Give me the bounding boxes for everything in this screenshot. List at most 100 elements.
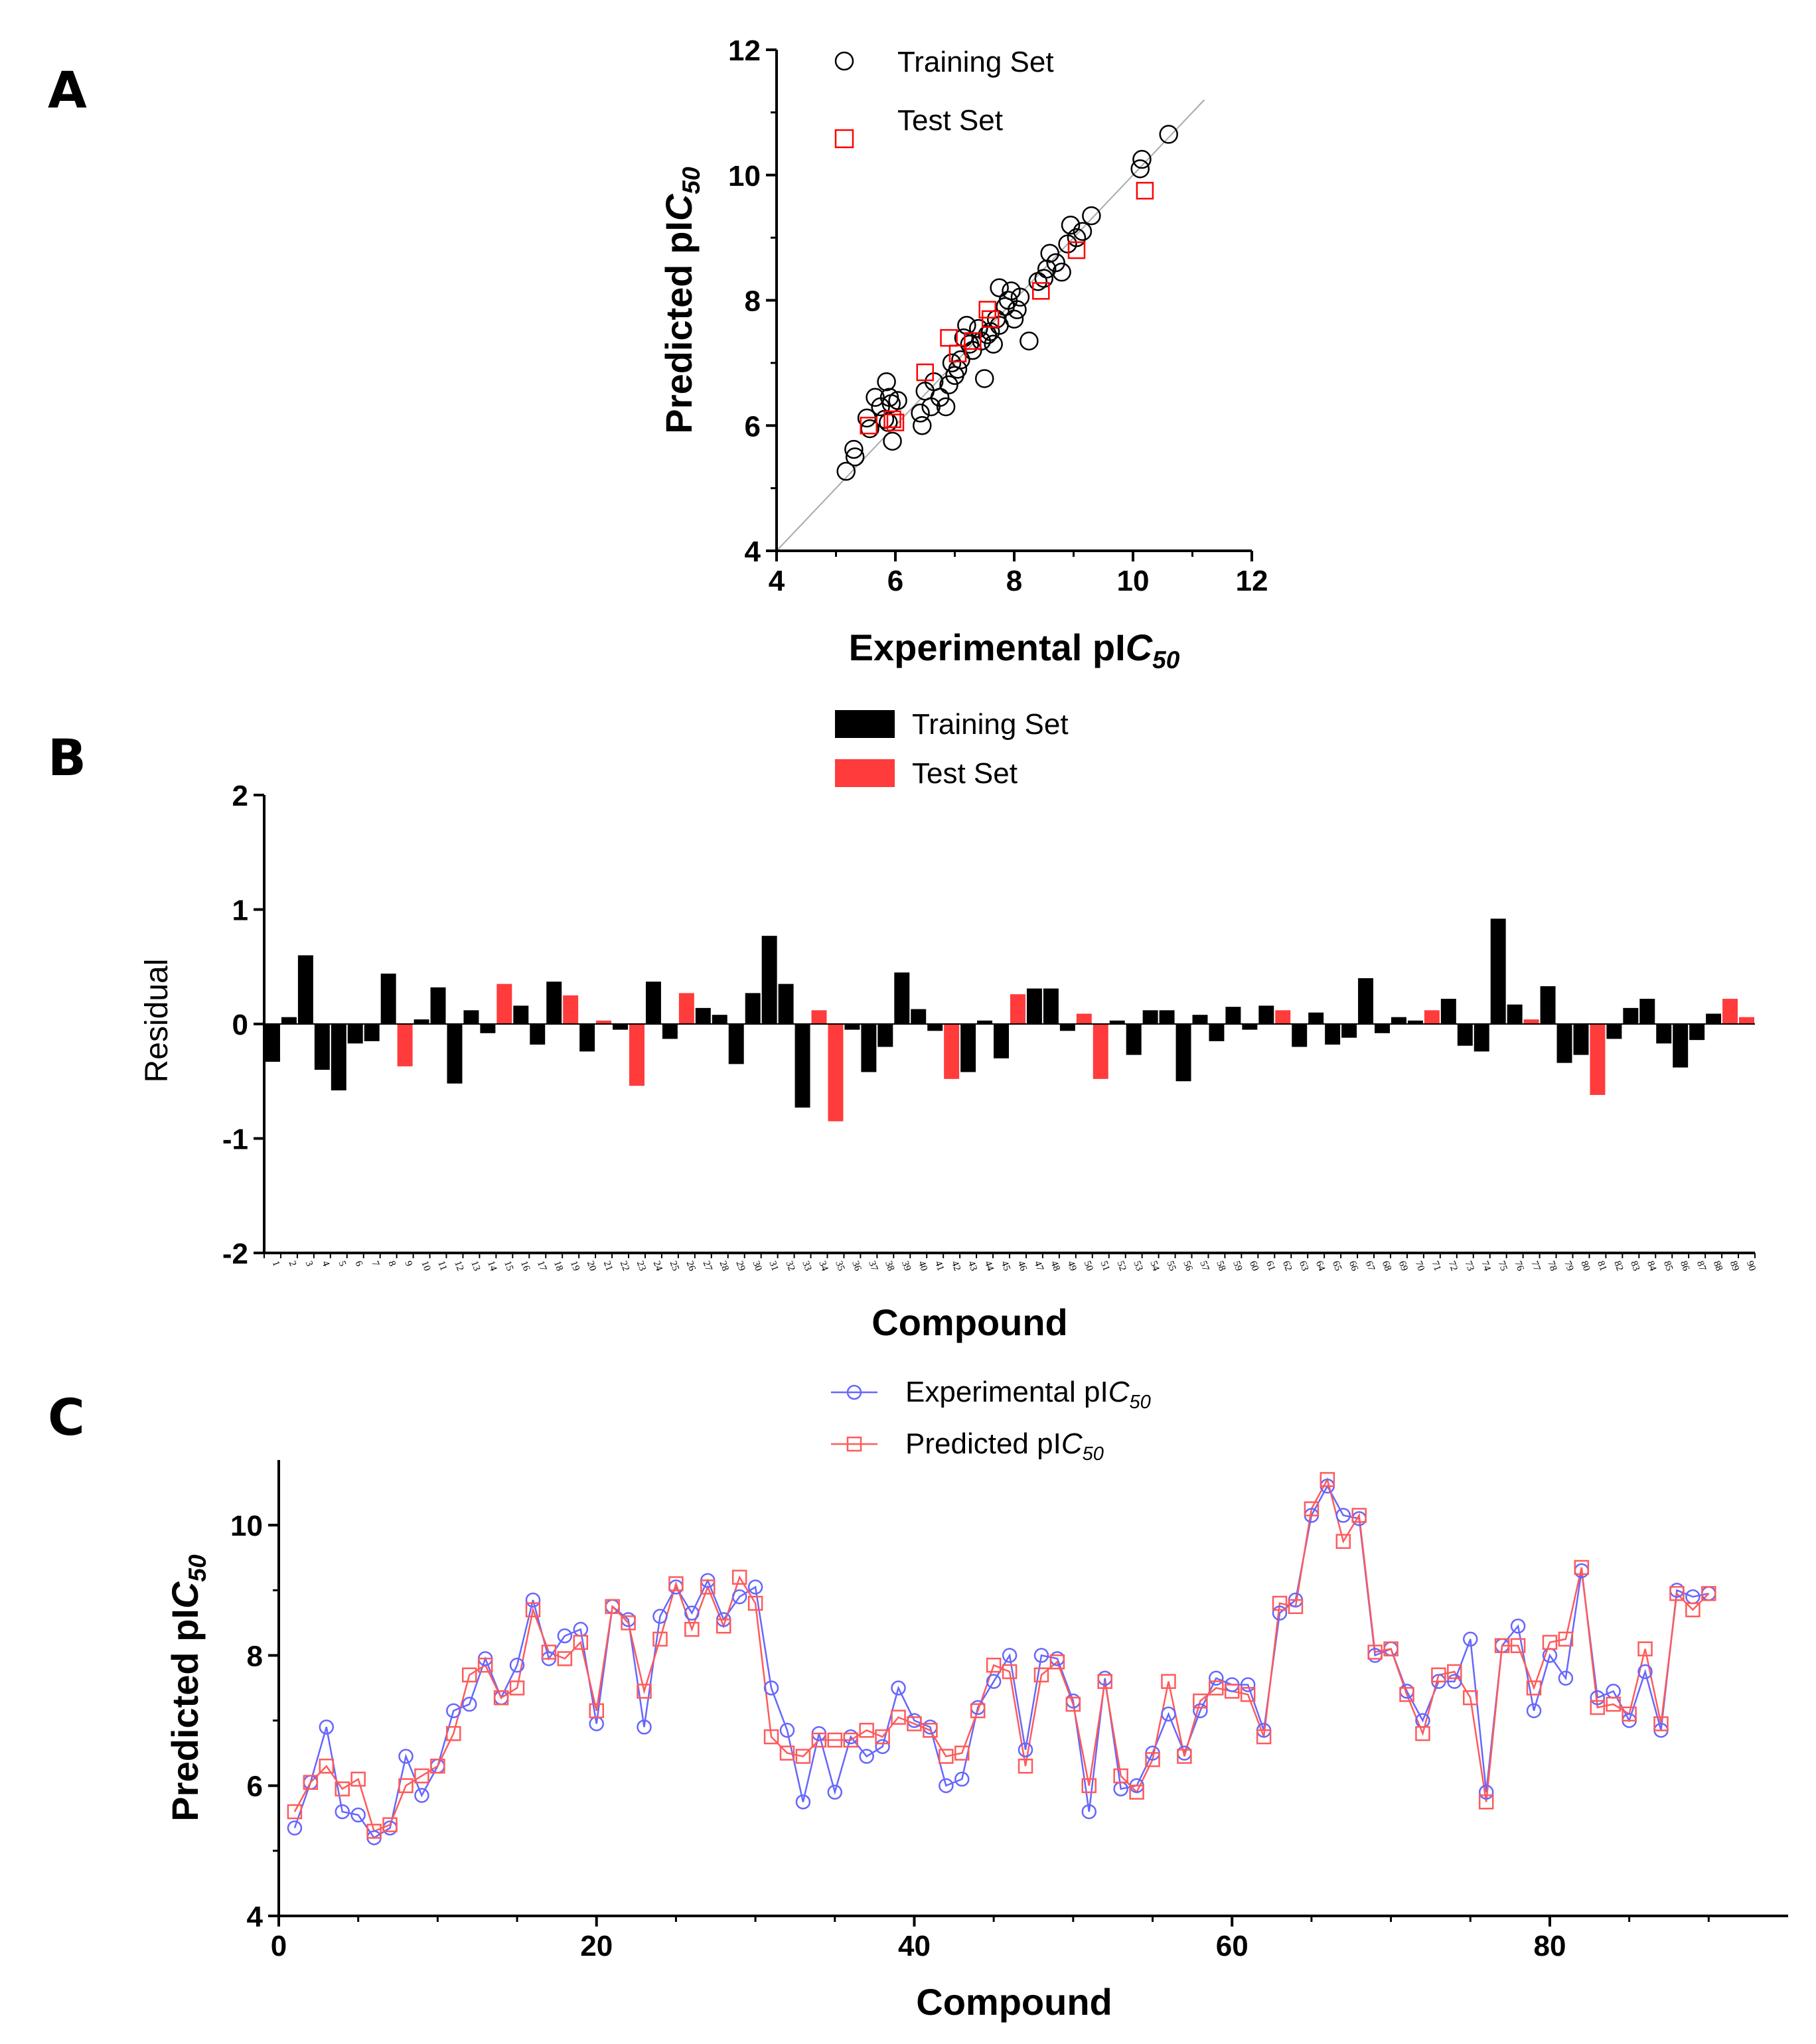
training-point bbox=[951, 350, 970, 370]
experimental-point bbox=[652, 1609, 668, 1624]
category-tick-label: 73 bbox=[1463, 1260, 1476, 1273]
training-bar bbox=[1391, 1017, 1406, 1024]
training-point bbox=[1040, 244, 1059, 263]
x-tick-label: 40 bbox=[898, 1930, 931, 1962]
training-bar bbox=[977, 1020, 993, 1024]
predicted-point bbox=[477, 1657, 493, 1673]
x-tick-label: 6 bbox=[887, 565, 903, 597]
predicted-point bbox=[716, 1619, 731, 1634]
experimental-point bbox=[859, 1749, 874, 1764]
predicted-point bbox=[1590, 1700, 1606, 1716]
x-tick-label: 0 bbox=[271, 1930, 287, 1962]
line-axes: 0 20 40 60 80 4 6 8 10 bbox=[230, 1460, 1788, 1962]
predicted-point bbox=[891, 1710, 906, 1725]
category-tick-label: 43 bbox=[966, 1260, 979, 1273]
training-bar bbox=[1375, 1024, 1390, 1033]
legend-training-marker bbox=[834, 51, 854, 71]
training-bar bbox=[1242, 1024, 1258, 1030]
y-tick-label: 6 bbox=[247, 1771, 263, 1803]
predicted-point bbox=[303, 1775, 319, 1790]
training-point bbox=[1067, 228, 1087, 248]
predicted-point bbox=[1288, 1599, 1304, 1615]
training-bar bbox=[347, 1024, 363, 1044]
training-bar bbox=[1457, 1024, 1473, 1046]
training-bar bbox=[331, 1024, 346, 1091]
training-bar bbox=[1656, 1024, 1672, 1044]
experimental-point bbox=[827, 1785, 843, 1800]
experimental-point bbox=[557, 1628, 573, 1644]
category-tick-label: 49 bbox=[1065, 1260, 1079, 1273]
category-tick-label: 63 bbox=[1297, 1260, 1310, 1273]
category-tick-label: 23 bbox=[635, 1260, 648, 1273]
category-tick-label: 22 bbox=[618, 1260, 631, 1273]
category-tick-label: 66 bbox=[1347, 1260, 1360, 1273]
test-bar bbox=[496, 984, 512, 1024]
test-bar bbox=[944, 1024, 960, 1079]
experimental-point bbox=[1478, 1785, 1494, 1800]
line-y-axis-title: Predicted pIC50 bbox=[164, 1554, 211, 1822]
training-bar bbox=[380, 974, 396, 1024]
x-tick-label: 20 bbox=[580, 1930, 613, 1962]
experimental-point bbox=[1209, 1670, 1224, 1686]
line-legend: Experimental pIC50 Predicted pIC50 bbox=[831, 1376, 1151, 1465]
test-bar bbox=[596, 1020, 612, 1024]
x-tick-label: 80 bbox=[1533, 1930, 1566, 1962]
predicted-point bbox=[1272, 1595, 1288, 1611]
category-tick-label: 62 bbox=[1280, 1260, 1294, 1273]
legend-experimental-marker bbox=[846, 1384, 862, 1400]
training-point bbox=[1008, 300, 1027, 319]
category-tick-label: 74 bbox=[1479, 1260, 1492, 1273]
training-bar bbox=[662, 1024, 678, 1039]
experimental-point bbox=[1240, 1677, 1256, 1692]
test-point bbox=[860, 417, 877, 435]
training-bar bbox=[1325, 1024, 1341, 1045]
experimental-point bbox=[1161, 1706, 1176, 1722]
training-bar bbox=[1142, 1010, 1158, 1024]
training-point bbox=[939, 375, 958, 395]
category-tick-label: 47 bbox=[1032, 1260, 1045, 1273]
experimental-point bbox=[1590, 1690, 1606, 1706]
y-tick-label: 4 bbox=[247, 1901, 264, 1933]
test-bar bbox=[811, 1010, 827, 1024]
experimental-point bbox=[1272, 1605, 1288, 1621]
category-tick-label: 32 bbox=[783, 1260, 796, 1273]
training-bar bbox=[1175, 1024, 1191, 1082]
training-bar bbox=[364, 1024, 380, 1041]
test-bar bbox=[1523, 1019, 1539, 1024]
predicted-point bbox=[1701, 1585, 1716, 1601]
legend-predicted-marker bbox=[846, 1436, 862, 1452]
training-bar bbox=[1192, 1015, 1208, 1024]
x-tick-label: 4 bbox=[769, 565, 785, 597]
category-tick-label: 45 bbox=[999, 1260, 1012, 1273]
predicted-point bbox=[875, 1729, 890, 1745]
legend-experimental-label: Experimental pIC50 bbox=[905, 1376, 1151, 1413]
training-bar bbox=[994, 1024, 1009, 1058]
predicted-point bbox=[398, 1778, 414, 1793]
category-tick-label: 1 bbox=[270, 1260, 282, 1268]
training-point bbox=[942, 353, 962, 373]
training-bar bbox=[1043, 988, 1059, 1024]
experimental-point bbox=[747, 1579, 763, 1595]
training-bar bbox=[728, 1024, 744, 1064]
category-tick-label: 39 bbox=[899, 1260, 913, 1273]
experimental-point bbox=[1701, 1585, 1716, 1601]
category-tick-label: 57 bbox=[1197, 1260, 1211, 1273]
predicted-point bbox=[1606, 1696, 1621, 1712]
predicted-point bbox=[1383, 1641, 1399, 1656]
category-tick-label: 69 bbox=[1397, 1260, 1410, 1273]
predicted-point bbox=[1065, 1696, 1081, 1712]
category-tick-label: 41 bbox=[933, 1260, 946, 1273]
category-tick-label: 12 bbox=[452, 1260, 465, 1273]
category-tick-label: 37 bbox=[866, 1260, 879, 1273]
training-point bbox=[911, 403, 930, 423]
test-bar bbox=[397, 1024, 413, 1066]
predicted-series-line bbox=[293, 1477, 1710, 1833]
predicted-point bbox=[1129, 1785, 1144, 1800]
experimental-point bbox=[779, 1723, 795, 1738]
experimental-point bbox=[1335, 1508, 1351, 1523]
experimental-point bbox=[1002, 1648, 1018, 1663]
experimental-point bbox=[446, 1703, 461, 1719]
category-tick-label: 75 bbox=[1495, 1260, 1509, 1273]
predicted-point bbox=[1161, 1674, 1176, 1689]
